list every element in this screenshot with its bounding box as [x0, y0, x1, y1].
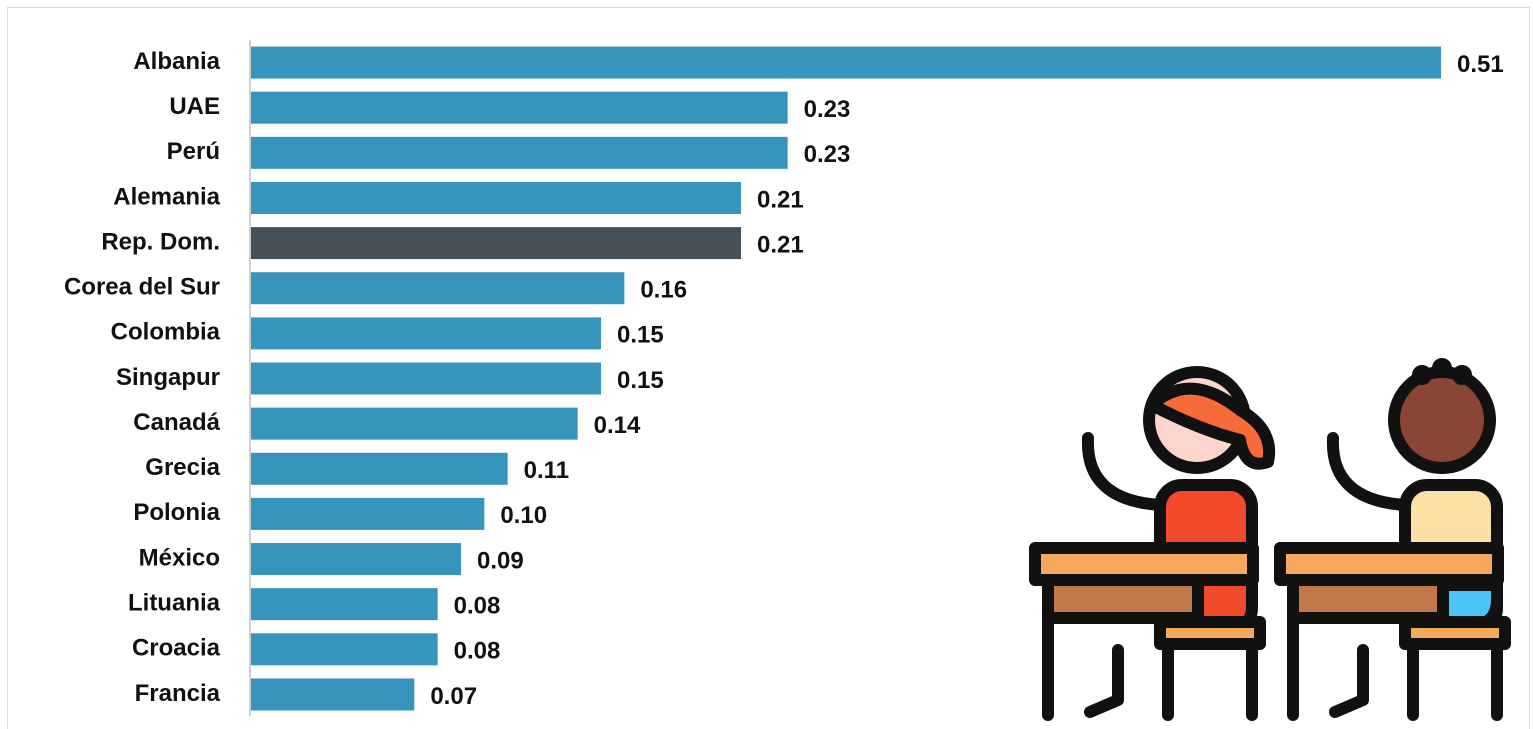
value-label: 0.14 [594, 412, 641, 439]
bar [251, 633, 438, 666]
bar [251, 543, 461, 576]
bar [251, 91, 788, 124]
bar [251, 407, 578, 440]
value-label: 0.23 [804, 96, 851, 123]
bar [251, 497, 485, 530]
value-label: 0.51 [1457, 51, 1504, 78]
category-label: Lituania [128, 590, 221, 617]
chart-border [7, 7, 1530, 729]
illustration [1029, 358, 1511, 721]
bar [251, 272, 625, 305]
value-label: 0.16 [640, 277, 687, 304]
bar [251, 181, 741, 214]
bar [251, 678, 415, 711]
value-label: 0.21 [757, 231, 804, 258]
category-label: México [139, 544, 220, 571]
category-label: UAE [169, 93, 220, 120]
category-label: Canadá [133, 409, 220, 436]
bar [251, 452, 508, 485]
bars: Albania 0.51 UAE 0.23 Perú 0.23 Alemania 0.21 Re… [64, 46, 1504, 711]
category-label: Colombia [111, 319, 221, 346]
value-label: 0.23 [804, 141, 851, 168]
bar [251, 136, 788, 169]
category-label: Perú [167, 138, 220, 165]
category-label: Francia [135, 680, 221, 707]
value-label: 0.15 [617, 322, 664, 349]
category-label: Corea del Sur [64, 274, 220, 301]
category-label: Polonia [133, 499, 220, 526]
bar [251, 588, 438, 621]
bar [251, 227, 741, 260]
category-label: Singapur [116, 364, 220, 391]
value-label: 0.21 [757, 186, 804, 213]
value-label: 0.09 [477, 547, 524, 574]
value-label: 0.15 [617, 367, 664, 394]
category-label: Croacia [132, 635, 221, 662]
bar [251, 362, 601, 395]
category-label: Rep. Dom. [101, 228, 220, 255]
bar [251, 317, 601, 350]
category-label: Alemania [113, 183, 220, 210]
bar [251, 46, 1441, 79]
category-label: Grecia [145, 454, 220, 481]
value-label: 0.11 [524, 457, 569, 484]
value-label: 0.10 [500, 502, 547, 529]
category-label: Albania [133, 48, 220, 75]
value-label: 0.07 [430, 683, 477, 710]
value-label: 0.08 [454, 593, 501, 620]
value-label: 0.08 [454, 638, 501, 665]
